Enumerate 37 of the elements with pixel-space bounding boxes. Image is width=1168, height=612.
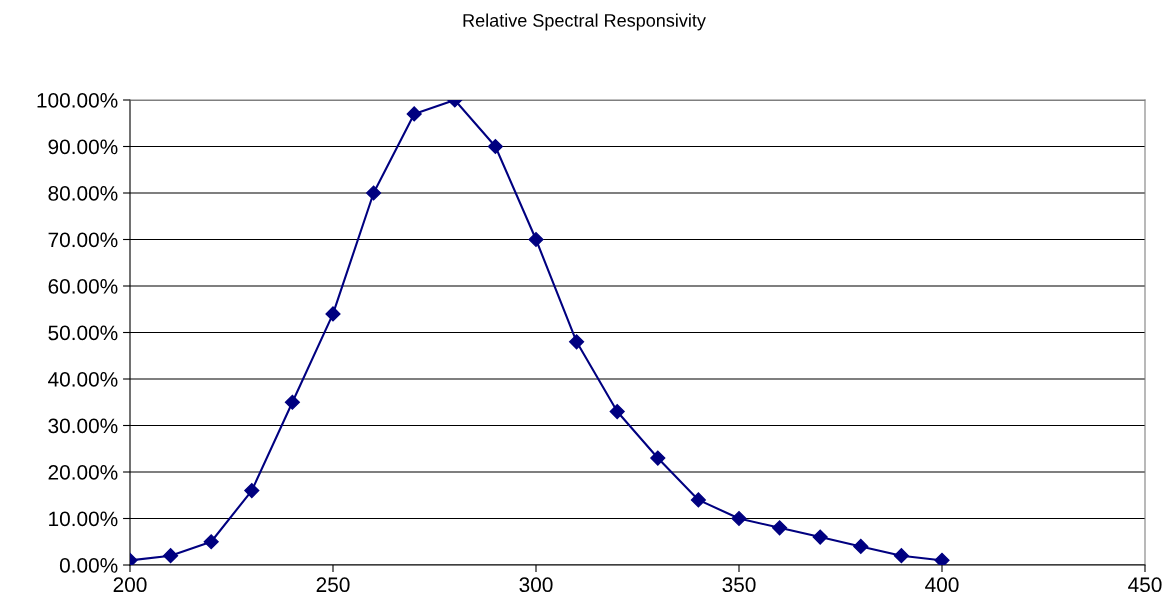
y-tick-label: 0.00% [59, 558, 118, 573]
x-tick-label: 400 [925, 577, 959, 593]
point [893, 548, 909, 564]
point [325, 306, 341, 322]
point [406, 106, 422, 122]
y-tick-label: 10.00% [49, 511, 118, 527]
y-tick-label: 50.00% [48, 325, 118, 341]
point [772, 520, 788, 536]
point [366, 185, 382, 201]
y-tick-label: 20.00% [48, 465, 118, 480]
point [528, 231, 544, 248]
point [812, 529, 828, 545]
x-tick-label: 450 [1128, 577, 1162, 593]
y-tick-label: 40.00% [48, 372, 118, 387]
point [650, 450, 666, 466]
x-tick-label: 200 [113, 577, 147, 593]
point [934, 552, 950, 565]
point [609, 403, 625, 420]
y-tick-label: 80.00% [48, 186, 118, 201]
x-tick-label: 350 [722, 577, 756, 593]
chart-title: Relative Spectral Responsivity [463, 13, 706, 31]
y-tick-label: 100.00% [37, 93, 118, 108]
point [163, 548, 179, 564]
point [853, 538, 869, 554]
point [731, 510, 747, 527]
y-tick-label: 70.00% [48, 232, 118, 248]
point [284, 394, 300, 410]
point [569, 334, 585, 350]
y-tick-label: 30.00% [48, 418, 118, 434]
y-tick-label: 60.00% [48, 279, 118, 294]
x-tick-label: 300 [519, 577, 553, 593]
point [244, 483, 260, 499]
y-tick-label: 90.00% [48, 139, 118, 155]
x-tick-label: 250 [316, 577, 350, 593]
point [203, 534, 219, 550]
point [487, 138, 503, 155]
point [690, 492, 706, 508]
